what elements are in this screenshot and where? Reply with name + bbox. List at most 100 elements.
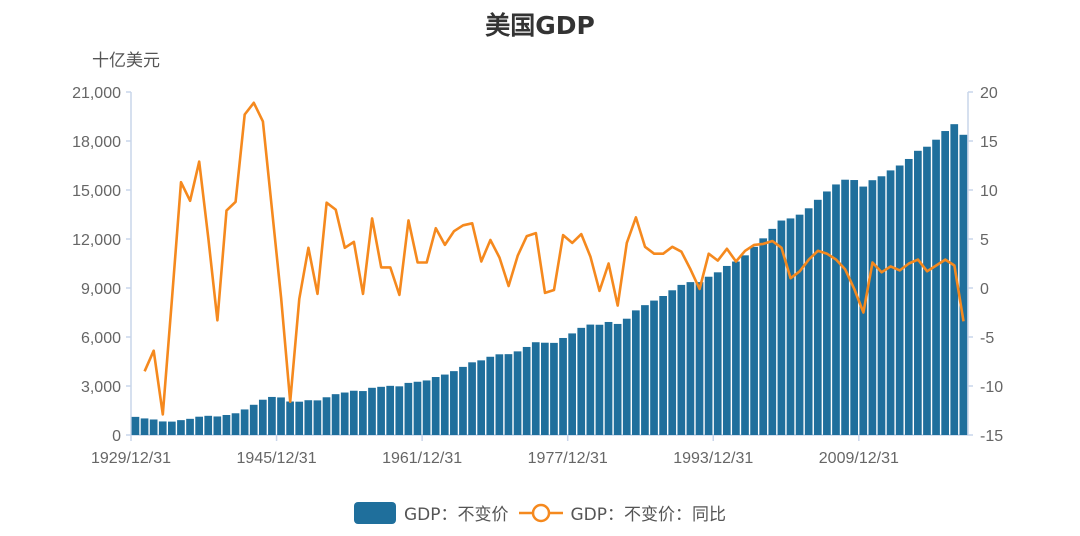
gdp-bar[interactable] <box>486 356 495 435</box>
gdp-bar[interactable] <box>604 321 613 435</box>
gdp-bar[interactable] <box>531 342 540 435</box>
gdp-bar[interactable] <box>477 360 486 435</box>
gdp-bar[interactable] <box>559 337 567 435</box>
gdp-bar[interactable] <box>177 420 185 435</box>
gdp-bar[interactable] <box>277 397 285 435</box>
gdp-bar[interactable] <box>741 255 749 435</box>
gdp-bar[interactable] <box>659 296 667 435</box>
gdp-bar[interactable] <box>713 272 722 435</box>
gdp-bar[interactable] <box>286 401 294 435</box>
gdp-bar[interactable] <box>440 374 449 435</box>
gdp-bar[interactable] <box>349 390 358 435</box>
gdp-bar[interactable] <box>868 180 877 435</box>
gdp-bar[interactable] <box>468 362 476 435</box>
gdp-bar[interactable] <box>832 184 840 435</box>
gdp-bar[interactable] <box>695 282 704 435</box>
right-y-tick-label: 5 <box>980 232 989 249</box>
gdp-bar[interactable] <box>359 391 367 435</box>
gdp-bar[interactable] <box>222 414 231 435</box>
gdp-bar[interactable] <box>886 170 895 435</box>
left-y-tick-label: 18,000 <box>72 134 121 151</box>
gdp-bar[interactable] <box>140 418 149 435</box>
gdp-bar[interactable] <box>950 124 959 435</box>
gdp-bar[interactable] <box>158 421 167 435</box>
gdp-bar[interactable] <box>641 305 649 435</box>
gdp-bar[interactable] <box>795 214 804 435</box>
gdp-bar[interactable] <box>959 134 968 435</box>
gdp-bar[interactable] <box>431 377 440 435</box>
gdp-bar[interactable] <box>850 180 859 435</box>
gdp-bar[interactable] <box>722 265 731 435</box>
gdp-chart: 0 3,000 6,000 9,000 12,000 15,000 18,000 21,000… <box>72 85 1003 467</box>
gdp-bar[interactable] <box>204 415 213 435</box>
gdp-bar[interactable] <box>322 397 331 435</box>
gdp-bar[interactable] <box>895 165 904 436</box>
gdp-bar[interactable] <box>513 351 522 435</box>
gdp-bar[interactable] <box>213 416 222 435</box>
gdp-bar[interactable] <box>759 238 768 435</box>
bar-swatch-icon <box>353 501 396 524</box>
gdp-bar[interactable] <box>586 324 595 435</box>
gdp-bar[interactable] <box>677 284 686 435</box>
gdp-bar[interactable] <box>668 290 677 435</box>
gdp-bar[interactable] <box>786 218 795 435</box>
gdp-bar[interactable] <box>841 179 849 435</box>
gdp-bar[interactable] <box>650 300 658 435</box>
gdp-yoy-line[interactable] <box>143 101 965 416</box>
gdp-bar[interactable] <box>131 416 140 435</box>
x-tick-label: 1993/12/31 <box>673 450 753 467</box>
gdp-bar[interactable] <box>595 324 604 435</box>
gdp-bar[interactable] <box>504 354 513 435</box>
gdp-bar[interactable] <box>313 400 322 435</box>
gdp-bar[interactable] <box>541 342 549 435</box>
gdp-bar[interactable] <box>304 400 313 435</box>
gdp-bar[interactable] <box>704 276 713 435</box>
gdp-bar[interactable] <box>550 342 558 435</box>
gdp-bar[interactable] <box>686 282 695 435</box>
y-axis-unit-label: 十亿美元 <box>92 51 160 71</box>
gdp-bar[interactable] <box>450 371 458 435</box>
gdp-bar[interactable] <box>613 323 622 435</box>
gdp-bar[interactable] <box>422 380 431 435</box>
gdp-bar[interactable] <box>804 208 813 435</box>
gdp-bar[interactable] <box>231 413 240 435</box>
gdp-bar[interactable] <box>522 346 531 435</box>
gdp-bar[interactable] <box>249 404 258 435</box>
gdp-bar[interactable] <box>631 310 640 435</box>
gdp-bar[interactable] <box>195 416 203 435</box>
gdp-bar[interactable] <box>577 327 586 435</box>
gdp-bar[interactable] <box>914 150 922 436</box>
gdp-bar[interactable] <box>413 381 422 435</box>
gdp-bar[interactable] <box>340 392 349 435</box>
gdp-bar[interactable] <box>459 366 467 435</box>
gdp-bar[interactable] <box>149 419 158 435</box>
gdp-bar[interactable] <box>368 387 376 435</box>
gdp-bar[interactable] <box>386 385 395 435</box>
gdp-bar[interactable] <box>813 199 822 435</box>
gdp-bar[interactable] <box>295 401 304 435</box>
gdp-bar[interactable] <box>240 409 249 435</box>
gdp-bar[interactable] <box>377 386 385 435</box>
gdp-bar[interactable] <box>750 246 758 435</box>
gdp-bar[interactable] <box>941 131 950 435</box>
gdp-bar[interactable] <box>768 228 777 435</box>
gdp-bar[interactable] <box>622 318 631 435</box>
gdp-bar[interactable] <box>877 176 886 435</box>
gdp-bar[interactable] <box>923 146 931 435</box>
legend-item-gdp[interactable]: GDP：不变价 <box>353 500 509 525</box>
gdp-bar[interactable] <box>167 421 176 435</box>
gdp-bar[interactable] <box>395 386 404 435</box>
gdp-bar[interactable] <box>823 191 831 435</box>
legend-item-gdp-yoy[interactable]: GDP：不变价：同比 <box>518 500 726 525</box>
gdp-bar[interactable] <box>904 158 913 435</box>
gdp-bar[interactable] <box>568 333 576 435</box>
gdp-bar[interactable] <box>268 396 276 435</box>
gdp-bar[interactable] <box>331 394 340 435</box>
gdp-bar[interactable] <box>495 354 504 435</box>
gdp-bar[interactable] <box>932 139 940 435</box>
gdp-bar[interactable] <box>404 382 413 435</box>
gdp-bar[interactable] <box>777 220 786 435</box>
gdp-bar[interactable] <box>258 399 267 435</box>
gdp-bar[interactable] <box>186 418 194 435</box>
gdp-bar[interactable] <box>732 261 740 435</box>
